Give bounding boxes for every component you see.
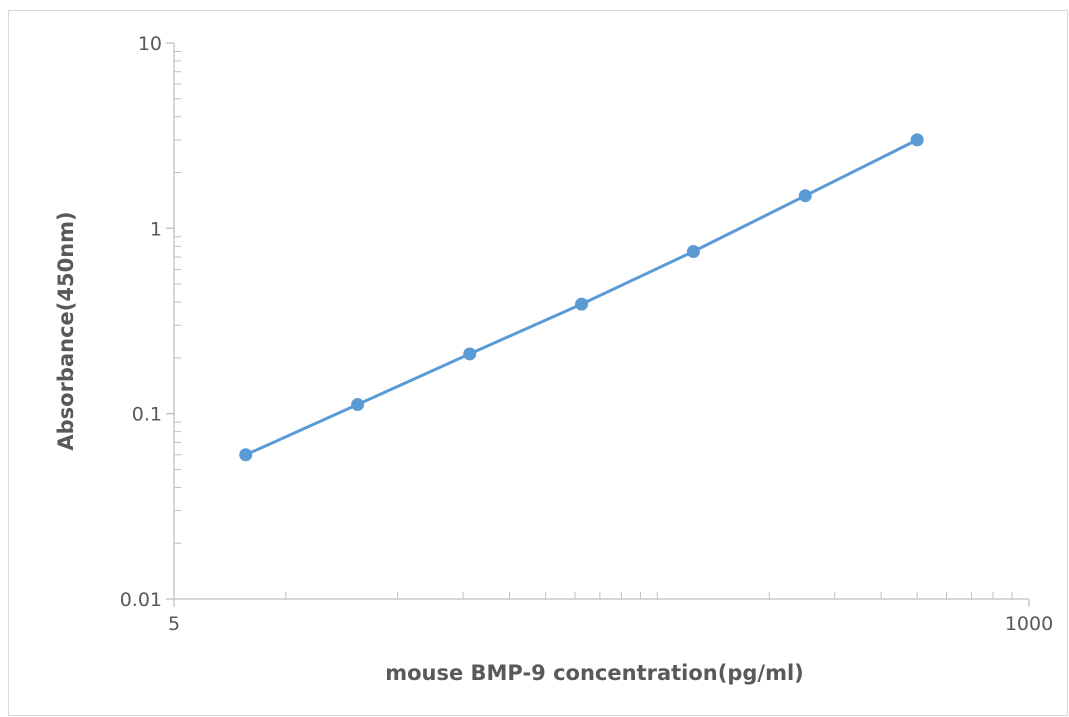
data-point [351,398,365,412]
y-tick-label: 0.1 [132,404,162,426]
chart-frame: 0.01 0.1 1 10 5 1000 mouse BMP-9 concentratio… [8,10,1068,716]
x-tick-label: 5 [168,613,180,635]
y-tick-label: 1 [150,218,162,240]
y-tick-label: 0.01 [120,589,162,611]
series-line [245,138,918,457]
axes [166,42,1030,607]
chart-svg: 0.01 0.1 1 10 5 1000 mouse BMP-9 concentratio… [54,33,1053,685]
tick-labels: 0.01 0.1 1 10 5 1000 [120,33,1053,635]
data-point [798,189,812,203]
x-tick-label: 1000 [1005,613,1053,635]
x-axis-title: mouse BMP-9 concentration(pg/ml) [385,661,804,685]
data-point [686,244,700,258]
y-axis-title: Absorbance(450nm) [54,211,78,450]
data-point [239,448,253,462]
series-line-layer [245,138,918,457]
data-points [239,133,924,462]
data-point [575,297,589,311]
data-point [463,347,477,361]
data-point [910,133,924,147]
y-tick-label: 10 [138,33,162,55]
